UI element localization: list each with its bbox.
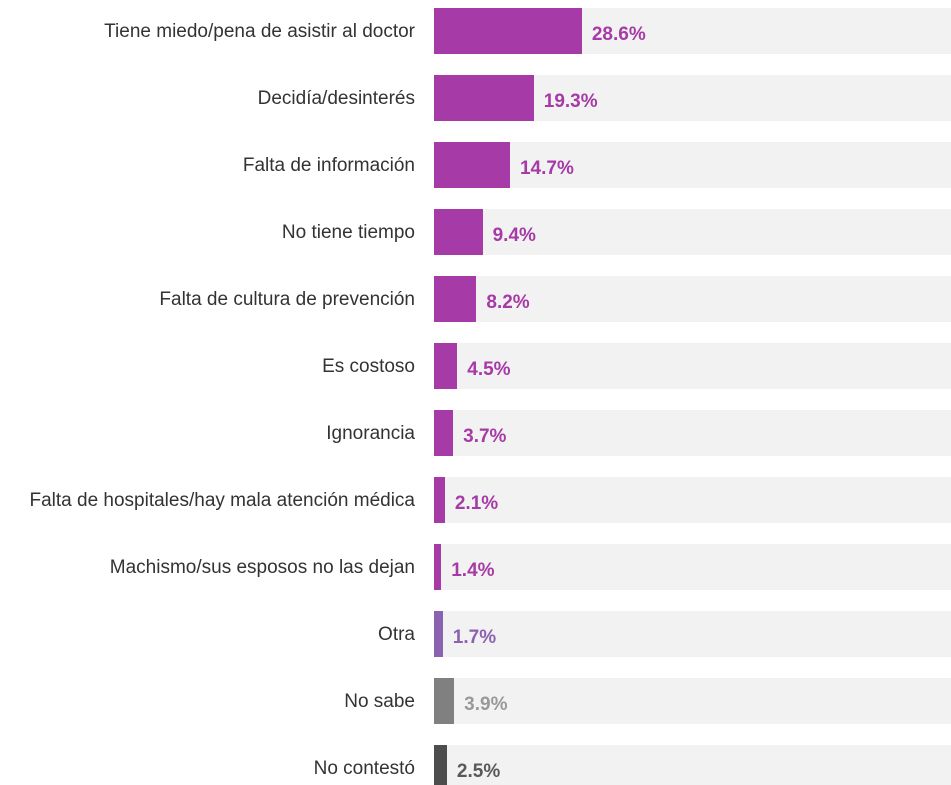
bar (434, 8, 582, 54)
bar (434, 209, 483, 255)
value-label: 9.4% (492, 225, 536, 246)
value-label: 3.7% (463, 426, 507, 447)
value-label: 8.2% (486, 292, 530, 313)
category-label: Tiene miedo/pena de asistir al doctor (104, 20, 415, 42)
bar (434, 678, 455, 724)
bar (434, 544, 442, 590)
value-label: 4.5% (467, 359, 511, 380)
bar-background (434, 611, 951, 657)
bar (434, 142, 510, 188)
category-label: No contestó (313, 757, 415, 779)
value-label: 14.7% (519, 158, 574, 179)
bar-background (434, 745, 951, 785)
bar-background (434, 410, 951, 456)
bar-background (434, 477, 951, 523)
category-label: Falta de hospitales/hay mala atención mé… (29, 489, 415, 511)
category-label: Machismo/sus esposos no las dejan (109, 556, 415, 578)
category-label: Falta de cultura de prevención (159, 288, 415, 310)
category-label: Otra (378, 623, 415, 645)
value-label: 28.6% (591, 24, 646, 45)
category-label: No tiene tiempo (281, 221, 415, 243)
bar (434, 276, 477, 322)
bar (434, 745, 447, 785)
bar (434, 410, 454, 456)
bar-background (434, 544, 951, 590)
bar-background (434, 678, 951, 724)
value-label: 19.3% (543, 91, 598, 112)
value-label: 3.9% (464, 694, 508, 715)
bar-background (434, 142, 951, 188)
category-label: Falta de información (242, 154, 415, 176)
category-label: No sabe (344, 690, 415, 712)
bar (434, 343, 458, 389)
category-label: Decidía/desinterés (257, 87, 415, 109)
bar (434, 75, 534, 121)
category-label: Ignorancia (326, 422, 415, 444)
value-label: 1.4% (451, 560, 495, 581)
category-label: Es costoso (322, 355, 415, 377)
bar-background (434, 209, 951, 255)
value-label: 2.1% (454, 493, 499, 514)
bar-background (434, 343, 951, 389)
bar (434, 611, 443, 657)
bar (434, 477, 445, 523)
bar-background (434, 276, 951, 322)
value-label: 1.7% (452, 627, 497, 648)
value-label: 2.5% (456, 761, 501, 782)
